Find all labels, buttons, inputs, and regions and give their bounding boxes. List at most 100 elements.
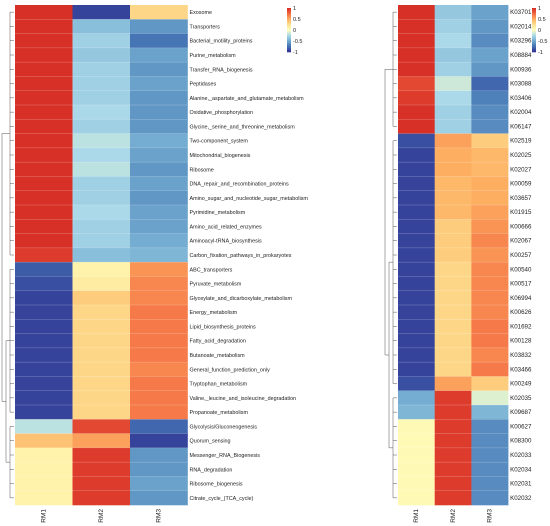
legend-swatch — [532, 8, 536, 10]
row-label: K02035 — [510, 395, 532, 402]
heatmap-cell — [398, 119, 435, 134]
heatmap-cell — [398, 419, 435, 434]
heatmap-cell — [15, 190, 73, 206]
legend-swatch — [287, 41, 291, 43]
color-legend: 1 0.5 0 -0.5 -1 — [532, 6, 547, 56]
heatmap-cell — [15, 333, 73, 349]
heatmap-cell — [398, 319, 435, 334]
legend-tick-label: 0 — [293, 28, 296, 34]
row-label: Two-component_system — [190, 139, 249, 145]
heatmap-cell — [398, 476, 435, 492]
legend-swatch — [532, 23, 536, 25]
heatmap-cell — [72, 362, 131, 377]
row-label: K02519 — [510, 138, 532, 145]
row-label: K09687 — [510, 409, 532, 416]
legend-swatch — [287, 20, 291, 22]
heatmap-cell — [130, 333, 188, 349]
heatmap-cell — [398, 462, 435, 477]
heatmap-cell — [15, 390, 73, 406]
legend-swatch — [532, 46, 536, 48]
heatmap-cell — [15, 76, 73, 92]
row-label: ABC_transporters — [190, 267, 233, 273]
heatmap-cell — [398, 390, 435, 406]
row-label: K03657 — [510, 195, 532, 202]
row-label: Carbon_fixation_pathways_in_prokaryotes — [190, 253, 292, 259]
row-label: Alanine,_aspartate_and_glutamate_metabol… — [190, 96, 305, 102]
heatmap-cell — [15, 262, 73, 277]
row-label: K03088 — [510, 81, 532, 88]
legend-swatch — [532, 13, 536, 15]
heatmap-cell — [130, 190, 188, 206]
row-label: K03466 — [510, 366, 532, 373]
heatmap-cell — [72, 119, 131, 134]
heatmap-cell — [398, 362, 435, 377]
legend-swatch — [532, 35, 536, 37]
legend-swatch — [532, 26, 536, 29]
heatmap-cell — [130, 462, 188, 477]
heatmap-cell — [72, 176, 131, 192]
heatmap-cell — [434, 462, 472, 477]
legend-swatch — [287, 37, 291, 40]
heatmap-cell — [434, 419, 472, 434]
legend-swatch — [532, 11, 536, 13]
heatmap-cell — [434, 290, 472, 306]
legend-swatch — [532, 34, 536, 36]
heatmap-cell — [72, 490, 131, 506]
row-dendrogram — [1, 11, 14, 499]
row-label: Bacterial_motility_proteins — [190, 39, 253, 45]
heatmap-cell — [15, 219, 73, 234]
heatmap-cell — [398, 47, 435, 63]
legend-swatch — [287, 46, 291, 48]
heatmap-cell — [398, 262, 435, 277]
heatmap-cell — [130, 347, 188, 363]
legend-swatch — [532, 17, 536, 20]
row-label: K02067 — [510, 238, 532, 245]
legend-swatch — [287, 8, 291, 10]
heatmap-cell — [130, 5, 188, 20]
row-label: Propanoate_metabolism — [190, 410, 249, 416]
legend-swatch — [287, 35, 291, 37]
heatmap-cell — [471, 162, 509, 177]
heatmap-cell — [471, 19, 509, 34]
row-label: General_function_prediction_only — [190, 367, 271, 373]
heatmap-cell — [15, 247, 73, 263]
heatmap-cell — [130, 319, 188, 334]
heatmap-cell — [130, 405, 188, 420]
heatmap-cell — [434, 176, 472, 192]
heatmap-cell — [398, 19, 435, 34]
heatmap-cell — [434, 47, 472, 63]
row-label: Pyrimidine_metabolism — [190, 210, 246, 216]
heatmap-cell — [15, 347, 73, 363]
heatmap-cell — [434, 5, 472, 20]
heatmap-cell — [434, 33, 472, 49]
heatmap-cell — [15, 405, 73, 420]
heatmap-cell — [434, 119, 472, 134]
heatmap-cell — [434, 262, 472, 277]
heatmap-cell — [471, 105, 509, 120]
legend-swatch — [532, 49, 536, 52]
legend-swatch — [287, 28, 291, 31]
column-label: RM2 — [98, 509, 105, 523]
row-label: K02014 — [510, 23, 532, 30]
legend-swatch — [532, 42, 536, 44]
legend-swatch — [287, 44, 291, 46]
legend-swatch — [287, 9, 291, 11]
legend-tick-label: 1 — [293, 6, 296, 12]
heatmap-cell — [15, 33, 73, 49]
heatmap-cell — [130, 119, 188, 134]
heatmap-pathways: Exosome Transporters Bacterial_motility_pr… — [1, 5, 308, 523]
row-label: K06994 — [510, 295, 532, 302]
heatmap-cell — [72, 319, 131, 334]
heatmap-cell — [72, 333, 131, 349]
heatmap-cell — [15, 305, 73, 320]
legend-swatch — [532, 38, 536, 41]
heatmap-cell — [398, 290, 435, 306]
row-label: K00936 — [510, 66, 532, 73]
heatmap-cell — [15, 162, 73, 177]
heatmap-cell — [398, 205, 435, 220]
legend-swatch — [287, 34, 291, 36]
column-label: RM2 — [450, 509, 457, 523]
heatmap-cell — [434, 447, 472, 463]
heatmap-cell — [434, 90, 472, 106]
heatmap-cell — [130, 362, 188, 377]
